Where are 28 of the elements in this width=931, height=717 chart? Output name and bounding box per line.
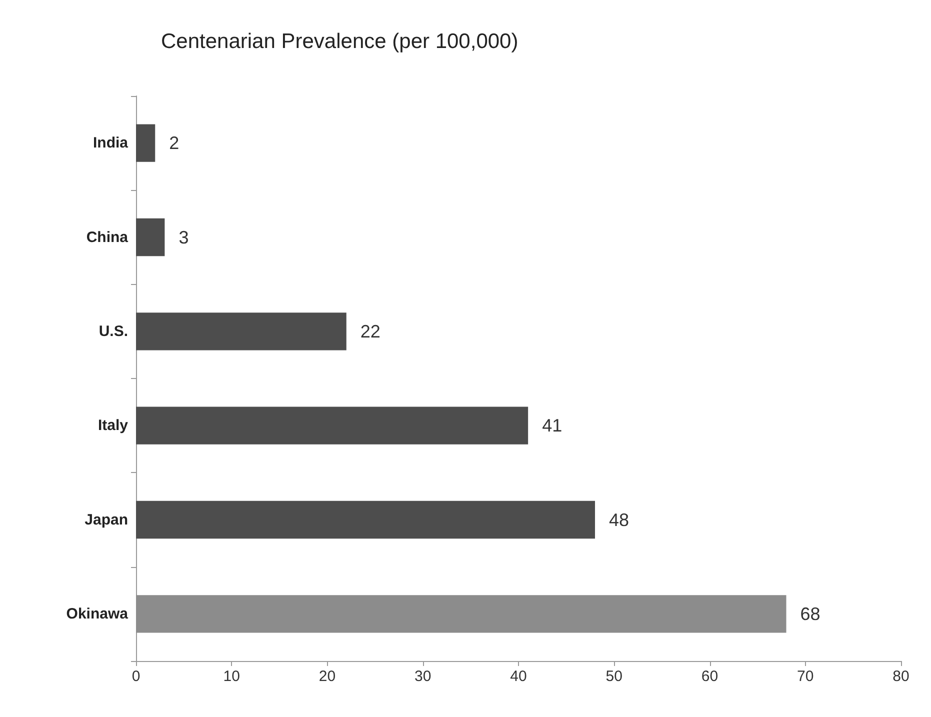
x-tick-label: 70 (797, 668, 814, 685)
data-label: 2 (169, 133, 180, 154)
y-tick-label: Okinawa (66, 605, 129, 622)
bar (136, 406, 528, 444)
data-label: 22 (360, 321, 380, 342)
y-tick-label: U.S. (98, 322, 128, 340)
bar (136, 218, 165, 256)
x-tick-label: 40 (510, 668, 527, 685)
x-tick-label: 20 (318, 668, 336, 685)
x-tick-label: 50 (606, 668, 622, 685)
bar (136, 124, 156, 162)
data-label: 48 (609, 510, 630, 530)
data-label: 68 (800, 604, 820, 624)
y-tick-label: China (86, 228, 129, 246)
bar (136, 500, 595, 539)
x-tick-label: 0 (132, 668, 140, 685)
x-tick-label: 60 (701, 668, 718, 685)
chart-title: Centenarian Prevalence (per 100,000) (161, 30, 518, 53)
data-label: 3 (178, 227, 189, 248)
y-tick-label: Italy (98, 417, 129, 434)
y-tick-label: India (92, 134, 129, 152)
x-tick-label: 10 (223, 668, 240, 685)
bar (136, 595, 786, 633)
bar (136, 312, 346, 350)
x-tick-label: 80 (892, 668, 910, 685)
x-tick-label: 30 (414, 668, 432, 685)
data-label: 41 (542, 416, 562, 436)
y-tick-label: Japan (84, 511, 128, 528)
